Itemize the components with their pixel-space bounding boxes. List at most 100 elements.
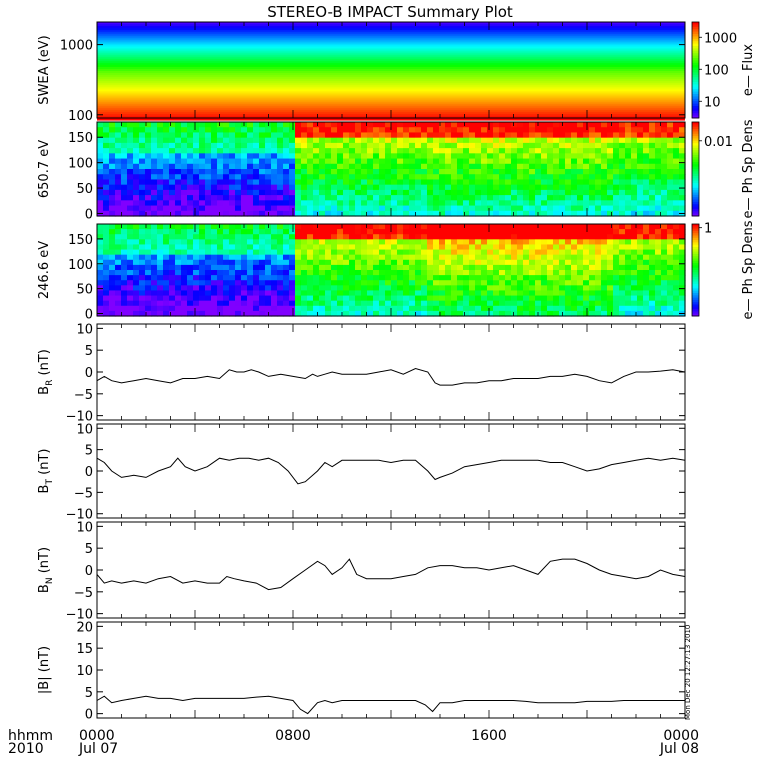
pad-cell [457,184,464,191]
pad-cell [361,163,368,170]
pad-cell [109,184,116,191]
pad-cell [379,229,386,235]
pad-cell [595,280,602,286]
pad-cell [259,205,266,212]
pad-cell [547,254,554,261]
pad-cell [397,200,404,207]
pad-cell [529,239,536,246]
pad-cell [451,224,458,230]
pad-cell [655,122,662,128]
pad-cell [127,270,134,276]
pad-cell [469,229,476,235]
pad-cell [271,234,278,240]
pad-cell [601,254,608,261]
pad-cell [445,259,452,266]
pad-cell [499,290,506,297]
pad-cell [193,295,200,302]
pad-cell [481,189,488,196]
pad-cell [211,310,218,317]
colorbar-segment [692,65,699,69]
pad-cell [397,270,404,276]
pad-cell [565,290,572,297]
pad-cell [625,275,632,281]
pad-cell [559,229,566,235]
pad-cell [571,270,578,276]
pad-cell [397,305,404,312]
pad-cell [499,229,506,235]
x-tick-label-time: 0000 [663,728,699,744]
timestamp-label: Mon Dec 20 12:27:13 2010 [684,625,692,720]
pad-cell [541,148,548,154]
pad-cell [151,285,158,292]
pad-cell [289,234,296,240]
pad-cell [457,295,464,302]
pad-cell [511,210,518,217]
pad-cell [493,275,500,281]
pad-cell [211,205,218,212]
pad-cell [637,137,644,144]
pad-cell [157,169,164,175]
pad-cell [403,270,410,276]
pad-cell [673,310,680,317]
pad-cell [529,158,536,165]
pad-cell [499,132,506,139]
pad-cell [127,189,134,196]
pad-cell [541,189,548,196]
pad-cell [373,210,380,217]
pad-cell [463,280,470,286]
pad-cell [103,158,110,165]
pad-cell [541,290,548,297]
pad-cell [121,132,128,139]
pad-cell [421,137,428,144]
pad-cell [235,184,242,191]
pad-cell [517,254,524,261]
pad-cell [181,229,188,235]
pad-cell [205,158,212,165]
pad-cell [409,195,416,201]
pad-cell [403,174,410,181]
pad-cell [169,179,176,186]
pad-cell [325,244,332,251]
pad-cell [469,285,476,292]
pad-cell [337,174,344,181]
pad-cell [175,264,182,271]
colorbar-segment [692,29,699,33]
colorbar-segment [692,152,699,156]
pad-cell [571,142,578,149]
pad-cell [649,184,656,191]
pad-cell [367,295,374,302]
pad-cell [217,127,224,134]
colorbar-segment [692,178,699,182]
colorbar-segment [692,53,699,57]
pad-cell [463,127,470,134]
pad-cell [655,142,662,149]
pad-cell [253,264,260,271]
pad-cell [571,158,578,165]
pad-cell [403,200,410,207]
pad-cell [505,239,512,246]
pad-cell [457,132,464,139]
pad-cell [331,310,338,317]
pad-cell [355,142,362,149]
pad-cell [613,148,620,154]
pad-cell [163,285,170,292]
pad-cell [253,259,260,266]
pad-cell [169,224,176,230]
pad-cell [535,127,542,134]
pad-cell [187,270,194,276]
pad-cell [151,195,158,201]
pad-cell [475,259,482,266]
pad-cell [607,234,614,240]
pad-cell [319,163,326,170]
pad-cell [541,244,548,251]
pad-cell [583,295,590,302]
pad-cell [547,189,554,196]
pad-cell [469,127,476,134]
pad-cell [163,189,170,196]
pad-cell [487,137,494,144]
pad-cell [199,179,206,186]
pad-cell [415,158,422,165]
pad-cell [571,254,578,261]
pad-cell [523,290,530,297]
pad-cell [277,184,284,191]
